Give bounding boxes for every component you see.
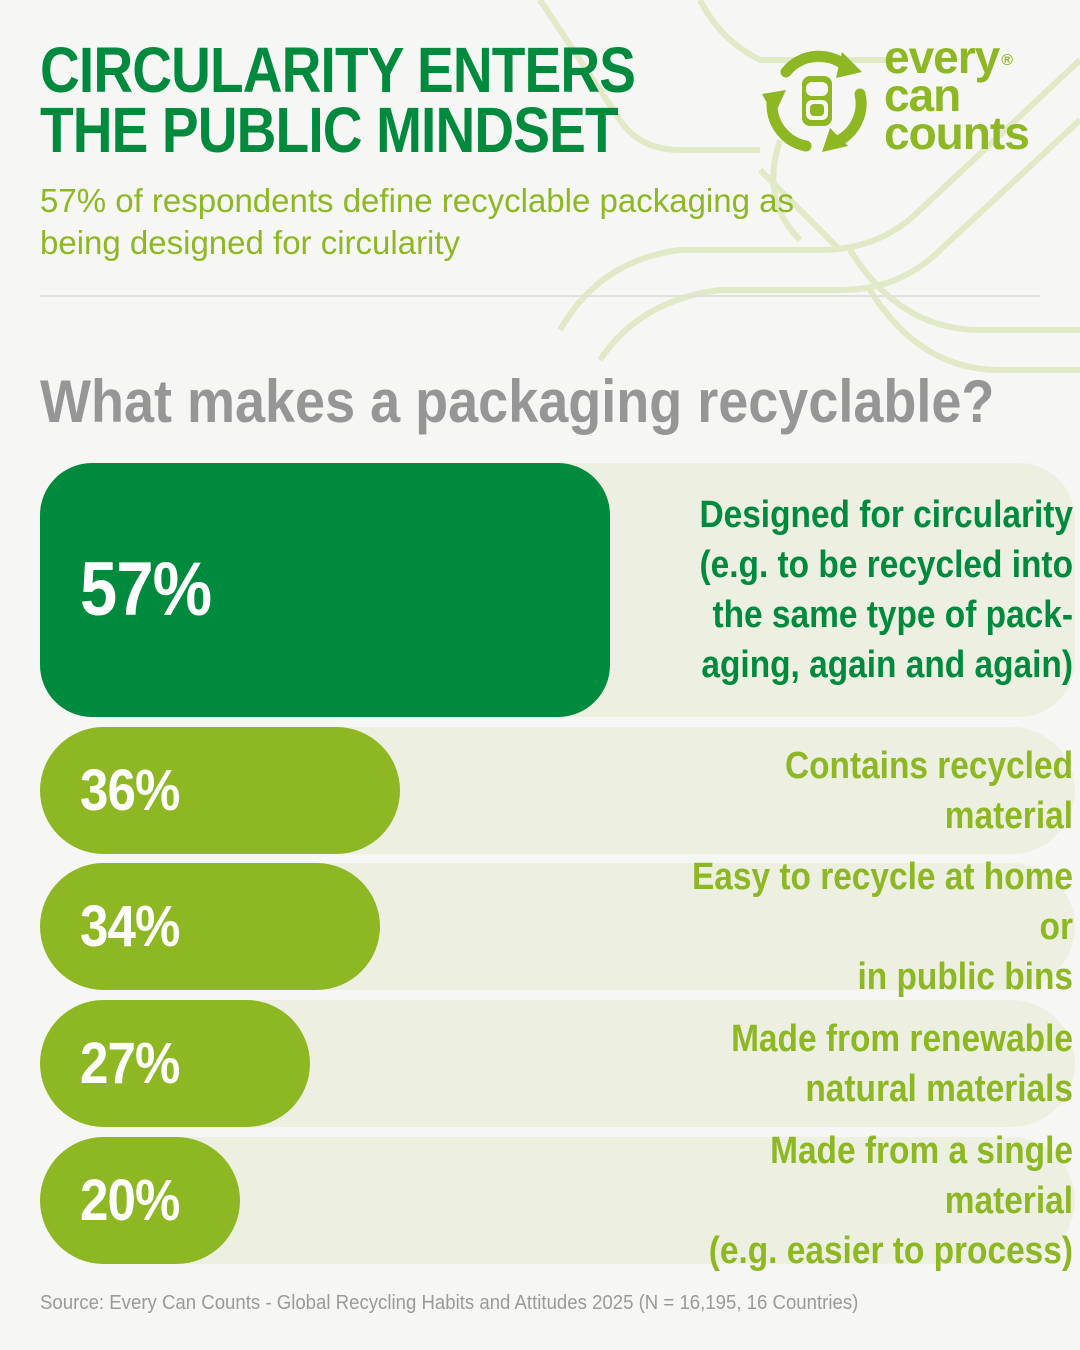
bar bbox=[40, 863, 380, 990]
logo-word-can: can bbox=[884, 69, 961, 121]
logo-word-every: every bbox=[884, 31, 1000, 83]
bar-row: 27% Made from renewable natural materials bbox=[40, 1000, 1075, 1127]
recycle-arrows-can-icon bbox=[762, 50, 867, 152]
every-can-counts-logo: every ® can counts bbox=[756, 34, 1046, 168]
category-label-line: (e.g. easier to process) bbox=[708, 1229, 1073, 1272]
bar-value-label: 27% bbox=[80, 1030, 180, 1096]
bar-row: 57% Designed for circularity (e.g. to be r… bbox=[40, 463, 1075, 717]
bar-row: 36% Contains recycled material bbox=[40, 727, 1075, 854]
subtitle: 57% of respondents define recyclable pac… bbox=[40, 182, 794, 261]
bar-category-label: Designed for circularity (e.g. to be recy… bbox=[668, 490, 1073, 690]
category-label-line: in public bins bbox=[857, 955, 1073, 998]
logo-wordmark: every ® can counts bbox=[884, 34, 1030, 159]
category-label-line: aging, again and again) bbox=[701, 644, 1073, 686]
bar-value-label: 20% bbox=[80, 1167, 180, 1233]
divider bbox=[40, 295, 1040, 297]
category-label-line: Made from renewable bbox=[731, 1017, 1073, 1060]
logo-word-counts: counts bbox=[884, 107, 1030, 159]
headline-line-2: THE PUBLIC MINDSET bbox=[40, 94, 619, 166]
category-label-line: Designed for circularity bbox=[699, 494, 1073, 536]
category-label-line: Easy to recycle at home or bbox=[691, 855, 1073, 948]
bar-value-label: 34% bbox=[80, 893, 180, 959]
headline-line-1: CIRCULARITY ENTERS bbox=[40, 34, 636, 106]
bar-row: 34% Easy to recycle at home or in public b… bbox=[40, 856, 1075, 998]
bar-category-label: Made from renewable natural materials bbox=[668, 1014, 1073, 1114]
source-note: Source: Every Can Counts - Global Recycl… bbox=[40, 1292, 859, 1314]
registered-mark: ® bbox=[1001, 52, 1013, 69]
bar bbox=[40, 727, 400, 854]
bar-value-label: 57% bbox=[80, 547, 212, 632]
bar bbox=[40, 463, 610, 717]
category-label-line: (e.g. to be recycled into bbox=[699, 544, 1073, 586]
bar-row: 20% Made from a single material (e.g. easi… bbox=[40, 1130, 1075, 1272]
bar bbox=[40, 1137, 240, 1264]
headline: CIRCULARITY ENTERS THE PUBLIC MINDSET bbox=[40, 34, 636, 166]
bar-category-label: Made from a single material (e.g. easier … bbox=[668, 1126, 1073, 1276]
bar bbox=[40, 1000, 310, 1127]
bar-category-label: Contains recycled material bbox=[668, 741, 1073, 841]
bar-category-label: Easy to recycle at home or in public bins bbox=[668, 852, 1073, 1002]
chart-title: What makes a packaging recyclable? bbox=[40, 368, 995, 435]
category-label-line: Made from a single material bbox=[770, 1129, 1073, 1222]
bar-value-label: 36% bbox=[80, 757, 180, 823]
category-label-line: the same type of pack- bbox=[712, 594, 1073, 636]
category-label-line: natural materials bbox=[805, 1067, 1073, 1110]
category-label-line: Contains recycled material bbox=[784, 744, 1073, 837]
